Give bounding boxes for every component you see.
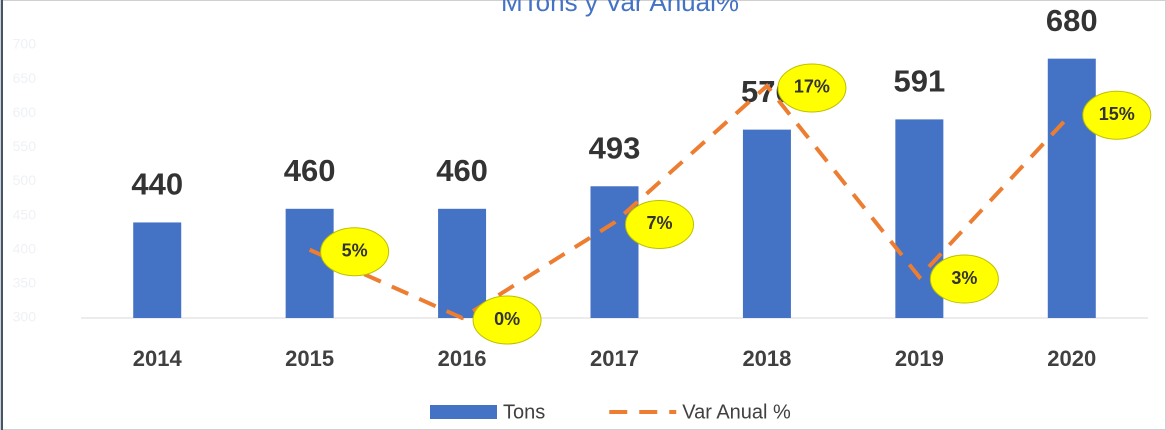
label-bubble: [929, 254, 999, 304]
x-tick-label: 2016: [438, 346, 487, 371]
bar-value-label: 591: [893, 64, 945, 99]
legend-label: Tons: [503, 401, 545, 423]
x-tick-label: 2019: [895, 346, 944, 371]
label-bubble: [777, 63, 847, 113]
label-bubble: [1082, 90, 1152, 140]
x-tick-label: 2017: [590, 346, 639, 371]
y-tick-label: 650: [13, 70, 37, 86]
line-value-label: 3%: [951, 268, 977, 288]
y-tick-label: 300: [13, 309, 37, 325]
x-tick-label: 2018: [742, 346, 791, 371]
bar-value-label: 460: [284, 153, 336, 188]
bar-value-label: 460: [436, 153, 488, 188]
bar: [742, 129, 791, 318]
y-tick-label: 700: [13, 36, 37, 52]
label-bubble: [472, 295, 542, 345]
x-tick-label: 2020: [1047, 346, 1096, 371]
bar: [1047, 58, 1096, 319]
line-value-label: 7%: [646, 213, 672, 233]
legend-label: Var Anual %: [682, 401, 791, 423]
bar-value-label: 493: [589, 130, 641, 165]
bar-value-label: 680: [1046, 3, 1098, 38]
y-tick-label: 350: [13, 275, 37, 291]
y-tick-label: 550: [13, 138, 37, 154]
bar-value-label: 440: [131, 167, 183, 202]
y-tick-label: 500: [13, 172, 37, 188]
line-value-label: 17%: [794, 77, 830, 97]
x-tick-label: 2015: [285, 346, 334, 371]
chart-title: MTons y Var Anual%: [501, 0, 739, 17]
x-tick-label: 2014: [133, 346, 183, 371]
legend-swatch: [430, 405, 497, 419]
y-tick-label: 600: [13, 104, 37, 120]
bar: [133, 222, 182, 318]
bar: [438, 208, 487, 318]
line-value-label: 5%: [342, 241, 368, 261]
label-bubble: [320, 227, 390, 277]
line-value-label: 0%: [494, 309, 520, 329]
y-tick-label: 400: [13, 240, 37, 256]
line-value-label: 15%: [1099, 104, 1135, 124]
y-tick-label: 450: [13, 206, 37, 222]
label-bubble: [625, 199, 694, 249]
